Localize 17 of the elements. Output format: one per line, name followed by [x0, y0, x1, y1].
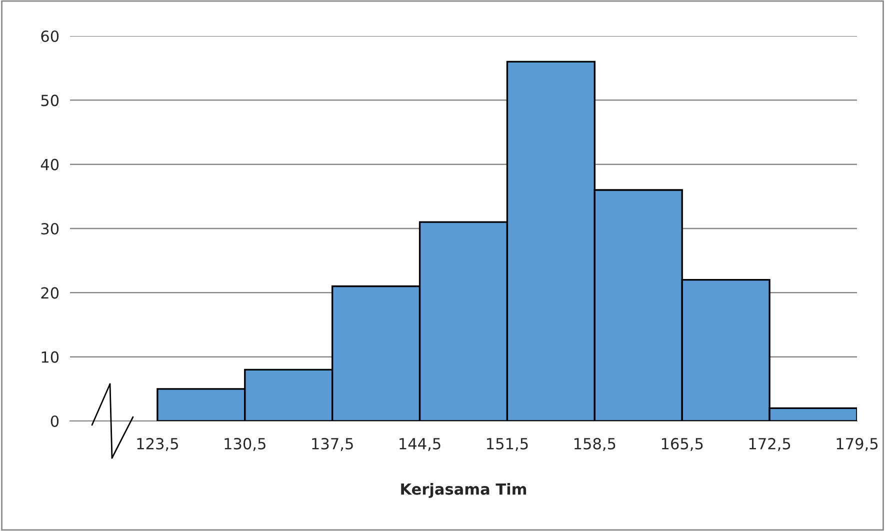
- y-tick-label: 50: [41, 94, 59, 106]
- y-tick-label: 30: [41, 222, 59, 235]
- x-tick-label: 158,5: [574, 438, 616, 452]
- y-tick-label: 10: [42, 351, 59, 363]
- x-tick-label: 179,5: [836, 438, 878, 452]
- x-tick-label: 172,5: [749, 438, 790, 452]
- x-tick-label: 123,5: [137, 438, 178, 452]
- x-tick-label: 165,5: [662, 438, 703, 452]
- x-tick-label: 144,5: [400, 438, 440, 452]
- x-tick-label: 130,5: [224, 438, 266, 452]
- y-tick-label: 40: [40, 158, 59, 170]
- x-tick-label: 151,5: [487, 438, 528, 452]
- x-tick-label: 137,5: [312, 438, 353, 452]
- y-tick-label: 20: [41, 287, 59, 299]
- y-tick-label: 0: [50, 415, 59, 428]
- y-tick-label: 60: [41, 30, 59, 42]
- x-axis-title: Kerjasama Tim: [401, 483, 526, 498]
